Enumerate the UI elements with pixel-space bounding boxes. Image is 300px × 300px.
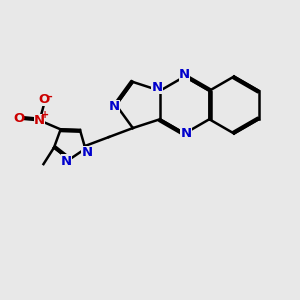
Text: N: N: [109, 100, 120, 113]
Text: N: N: [61, 154, 72, 167]
Text: N: N: [181, 127, 192, 140]
Text: N: N: [179, 68, 190, 82]
Text: N: N: [152, 81, 163, 94]
Text: O: O: [13, 112, 24, 125]
Text: +: +: [41, 110, 49, 120]
Text: N: N: [34, 114, 45, 127]
Text: N: N: [81, 146, 92, 159]
Text: -: -: [48, 92, 52, 101]
Text: O: O: [38, 93, 50, 106]
